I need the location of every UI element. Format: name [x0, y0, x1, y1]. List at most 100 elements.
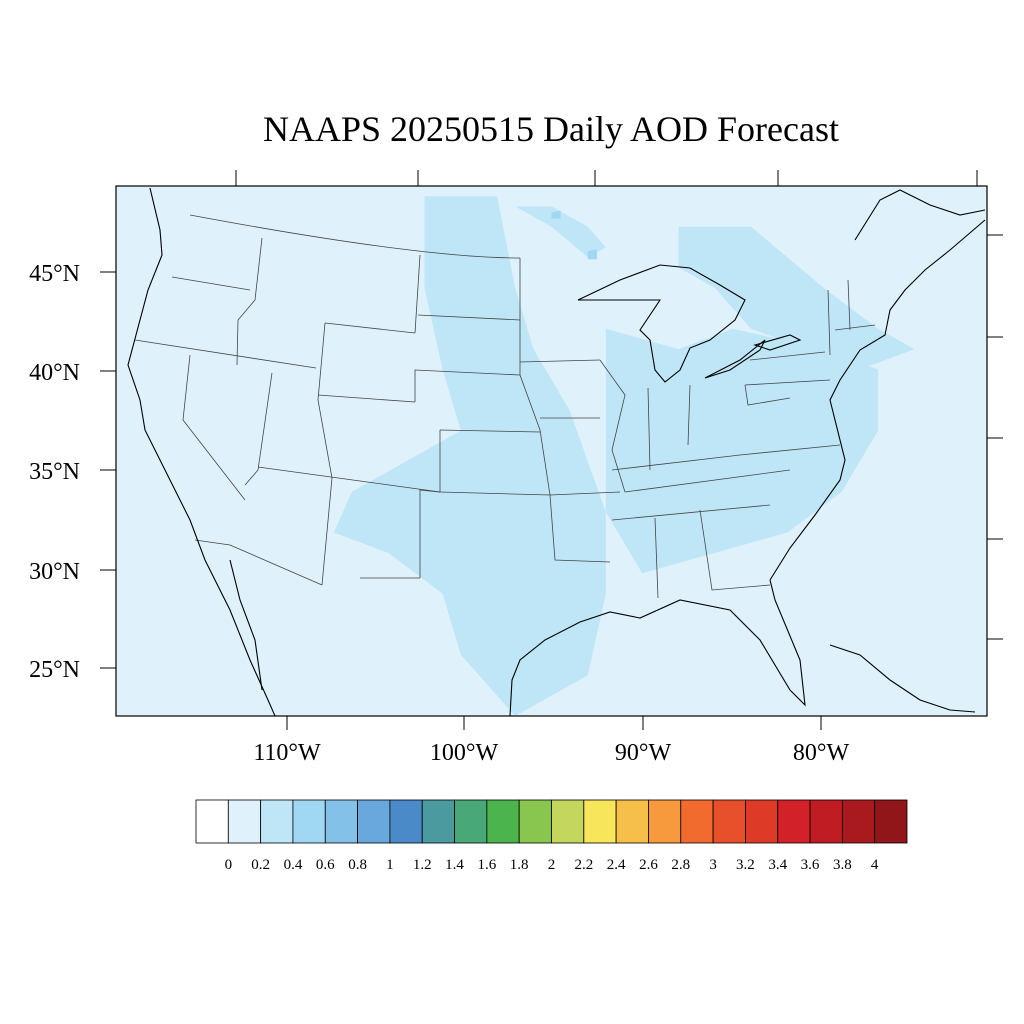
colorbar-tick-label: 1.6: [477, 857, 496, 873]
colorbar-swatch: [260, 799, 294, 844]
state-border-line: [611, 504, 771, 521]
state-border-line: [749, 351, 826, 361]
state-border-line: [194, 539, 323, 586]
colorbar-swatch: [583, 799, 617, 844]
aod-region: [605, 328, 879, 574]
gulf-of-california-coastline: [229, 559, 263, 691]
colorbar-tick-label: 1.4: [445, 857, 464, 873]
colorbar: 0 0.2 0.4 0.6 0.8 1 1.2 1.4 1.6 1.8 2 2.2 2.4 2.6 2.8 3…: [195, 799, 908, 873]
latitude-labels: 45°N 40°N 35°N 30°N 25°N: [29, 261, 80, 683]
colorbar-swatch: [745, 799, 779, 844]
colorbar-swatch: [777, 799, 811, 844]
aod-region: [333, 196, 606, 716]
aod-region: [678, 226, 915, 370]
lon-label: 90°W: [615, 740, 672, 766]
lat-label: 35°N: [29, 459, 80, 485]
figure-title: NAAPS 20250515 Daily AOD Forecast: [263, 109, 839, 149]
state-border-line: [827, 289, 831, 356]
longitude-labels: 110°W 100°W 90°W 80°W: [253, 740, 849, 766]
colorbar-swatch: [421, 799, 455, 844]
lon-label: 80°W: [793, 740, 850, 766]
colorbar-swatch: [357, 799, 391, 844]
lat-label: 30°N: [29, 559, 80, 585]
state-border-line: [414, 369, 521, 402]
state-border-line: [699, 509, 771, 591]
colorbar-swatch: [712, 799, 746, 844]
colorbar-tick-label: 2.4: [607, 857, 626, 873]
great-lakes-coastline: [577, 264, 746, 383]
map-ticks: [100, 170, 1003, 730]
colorbar-tick-label: 3.6: [801, 857, 820, 873]
state-border-line: [654, 517, 659, 599]
colorbar-swatch: [841, 799, 876, 844]
colorbar-tick-label: 3: [709, 857, 717, 873]
state-border-line: [419, 430, 441, 578]
aod-region: [551, 210, 561, 219]
state-border-line: [744, 384, 791, 406]
state-border-line: [834, 324, 876, 331]
lake-ontario-coastline: [753, 334, 802, 351]
colorbar-swatches: [195, 799, 908, 844]
state-border-line: [414, 254, 421, 334]
lon-label: 110°W: [253, 740, 321, 766]
colorbar-swatch: [648, 799, 682, 844]
state-border-line: [687, 384, 691, 446]
colorbar-tick-label: 0.8: [348, 857, 367, 873]
map-frame: [115, 185, 988, 717]
lat-label: 25°N: [29, 657, 80, 683]
colorbar-tick-label: 1.8: [510, 857, 529, 873]
colorbar-tick-label: 4: [871, 857, 879, 873]
colorbar-swatch: [292, 799, 326, 844]
colorbar-swatch: [615, 799, 649, 844]
state-border-line: [599, 359, 626, 493]
colorbar-swatch: [809, 799, 843, 844]
colorbar-swatch: [195, 799, 229, 844]
colorbar-swatch: [551, 799, 585, 844]
colorbar-tick-label: 2: [548, 857, 556, 873]
canada-border-line: [189, 214, 521, 259]
atlantic-coastline: [769, 219, 986, 581]
state-border-line: [439, 429, 541, 433]
state-border-line: [171, 276, 251, 291]
colorbar-swatch: [518, 799, 552, 844]
state-border-line: [549, 494, 611, 563]
colorbar-swatch: [324, 799, 358, 844]
state-border-line: [182, 354, 246, 501]
state-border-line: [134, 339, 317, 369]
colorbar-tick-label: 3.4: [768, 857, 787, 873]
state-border-line: [744, 379, 831, 386]
pacific-coastline: [127, 187, 276, 716]
state-border-line: [624, 469, 791, 493]
state-border-line: [244, 372, 273, 486]
colorbar-tick-label: 1.2: [413, 857, 432, 873]
canada-coastline: [854, 189, 986, 241]
colorbar-tick-label: 0: [225, 857, 233, 873]
state-border-line: [324, 322, 416, 334]
colorbar-tick-label: 0.6: [316, 857, 335, 873]
colorbar-tick-label: 1: [386, 857, 394, 873]
state-border-line: [417, 314, 521, 321]
state-border-line: [317, 394, 416, 403]
state-border-line: [847, 279, 851, 331]
aod-region: [515, 206, 606, 258]
state-border-line: [236, 237, 263, 366]
map-panel: 45°N 40°N 35°N 30°N 25°N 110°W 100°W 90°…: [29, 170, 1003, 766]
colorbar-swatch: [389, 799, 423, 844]
state-border-line: [317, 322, 333, 586]
colorbar-tick-label: 3.2: [736, 857, 755, 873]
colorbar-tick-label: 2.8: [671, 857, 690, 873]
lake-erie-coastline: [704, 339, 766, 379]
lat-label: 45°N: [29, 261, 80, 287]
colorbar-swatch: [227, 799, 262, 844]
state-border-line: [257, 466, 441, 493]
coastlines: [127, 187, 986, 716]
aod-region: [587, 249, 597, 260]
colorbar-swatch: [680, 799, 714, 844]
state-border-line: [519, 258, 551, 496]
colorbar-tick-label: 2.2: [574, 857, 593, 873]
colorbar-swatch: [486, 799, 520, 844]
colorbar-tick-label: 0.2: [251, 857, 270, 873]
colorbar-tick-label: 2.6: [639, 857, 658, 873]
lat-label: 40°N: [29, 360, 80, 386]
